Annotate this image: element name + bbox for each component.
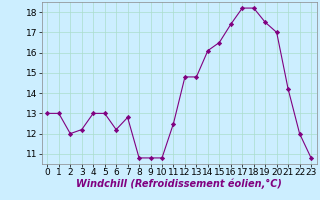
X-axis label: Windchill (Refroidissement éolien,°C): Windchill (Refroidissement éolien,°C) — [76, 179, 282, 189]
